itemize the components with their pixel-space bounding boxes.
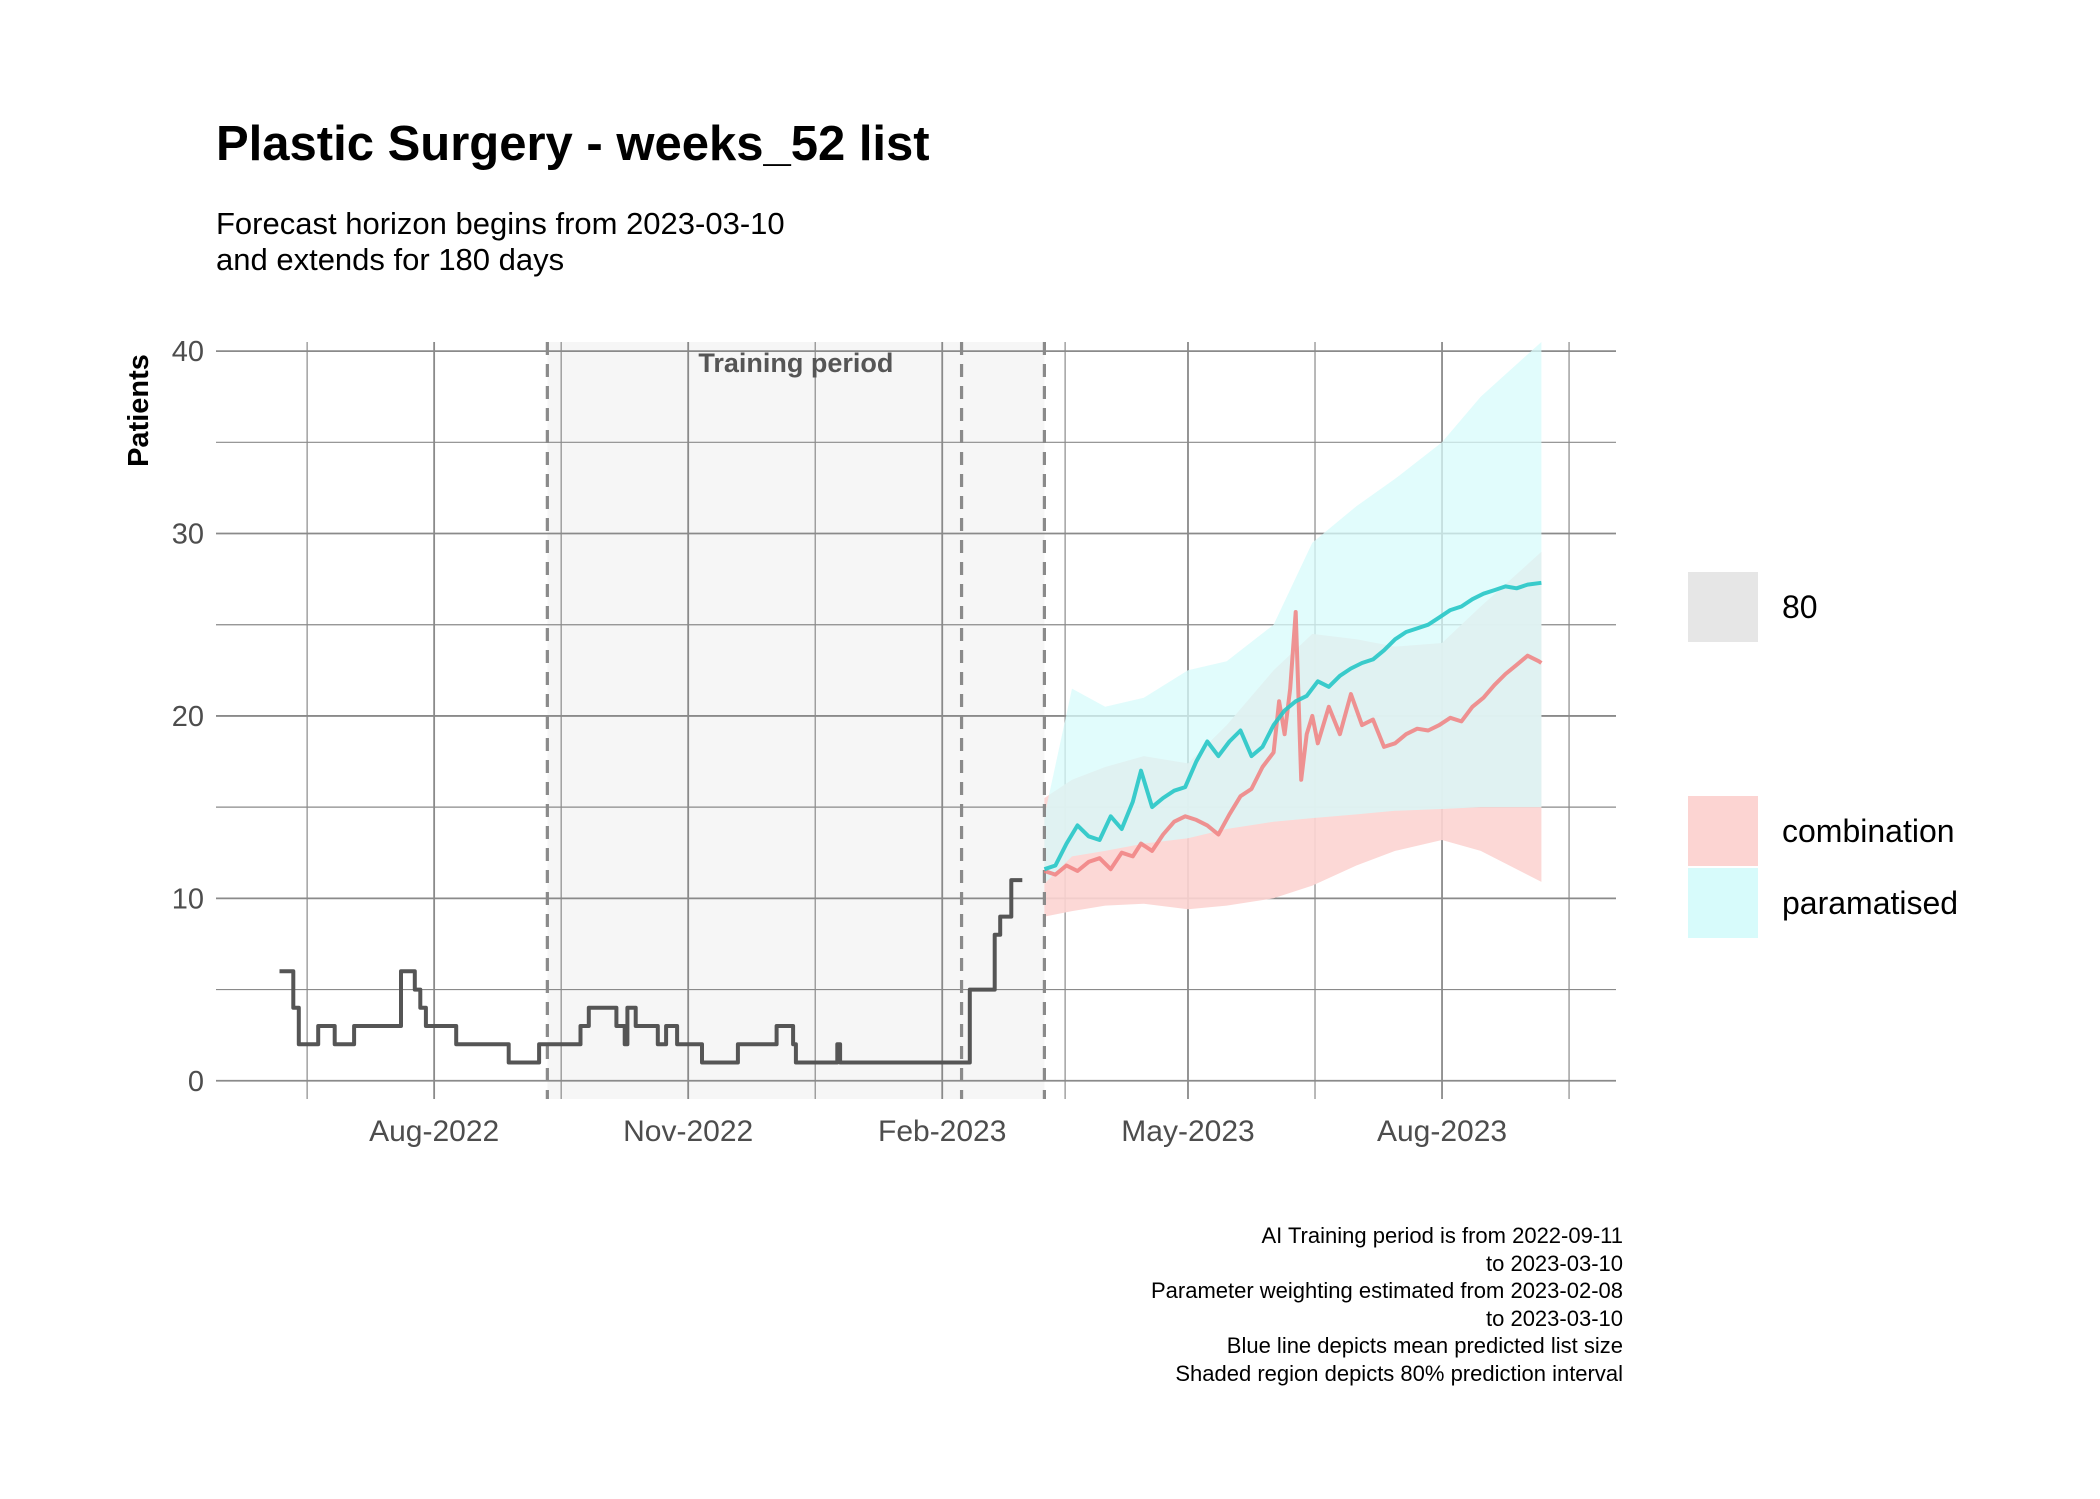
x-tick-label: Aug-2023 bbox=[1377, 1115, 1507, 1148]
paramatised-mean-line bbox=[1043, 580, 1542, 872]
training-shade-layer bbox=[547, 342, 1045, 1099]
period-marker-layer bbox=[545, 342, 1047, 1099]
legend: 80 combination paramatised bbox=[1688, 572, 1958, 938]
caption-line-1: AI Training period is from 2022-09-11 bbox=[1261, 1223, 1623, 1248]
y-axis-label: Patients bbox=[123, 354, 155, 467]
axis-layer: 0 10 20 30 40 Aug-2022 Nov-2022 Feb-2023 May-202… bbox=[172, 336, 1507, 1148]
caption-line-2: to 2023-03-10 bbox=[1486, 1250, 1623, 1276]
x-tick-label: Aug-2022 bbox=[369, 1115, 499, 1148]
x-tick-label: Nov-2022 bbox=[623, 1115, 753, 1148]
caption-line-3: Parameter weighting estimated from 2023-… bbox=[1150, 1278, 1623, 1303]
series-line-layer bbox=[279, 580, 1543, 1065]
grid-layer bbox=[216, 342, 1616, 1099]
caption-line-4: to 2023-03-10 bbox=[1486, 1305, 1623, 1331]
training-period-shade bbox=[547, 342, 1045, 1099]
chart-subtitle: Forecast horizon begins from 2023-03-10 … bbox=[216, 206, 785, 278]
y-tick-label: 20 bbox=[172, 701, 204, 733]
subtitle-line-1: Forecast horizon begins from 2023-03-10 bbox=[216, 206, 785, 241]
y-tick-label: 40 bbox=[172, 336, 204, 368]
legend-item-combination-label: combination bbox=[1782, 813, 1955, 849]
y-tick-label: 10 bbox=[172, 883, 204, 915]
x-tick-label: Feb-2023 bbox=[878, 1115, 1006, 1148]
caption-line-5: Blue line depicts mean predicted list si… bbox=[1226, 1333, 1623, 1358]
subtitle-line-2: and extends for 180 days bbox=[216, 242, 565, 277]
legend-item-80-label: 80 bbox=[1782, 589, 1818, 625]
caption-line-6: Shaded region depicts 80% prediction int… bbox=[1175, 1360, 1623, 1386]
legend-item-paramatised-label: paramatised bbox=[1782, 885, 1958, 921]
chart-title: Plastic Surgery - weeks_52 list bbox=[216, 117, 930, 171]
paramatised-interval-band bbox=[1044, 342, 1542, 884]
y-tick-label: 30 bbox=[172, 519, 204, 551]
legend-item-80-swatch bbox=[1688, 572, 1758, 642]
y-tick-label: 0 bbox=[188, 1066, 204, 1098]
combination-mean-line bbox=[1043, 610, 1543, 877]
x-tick-label: May-2023 bbox=[1121, 1115, 1254, 1148]
legend-item-paramatised-swatch bbox=[1688, 868, 1758, 938]
training-period-label: Training period bbox=[698, 348, 893, 378]
legend-item-combination-swatch bbox=[1688, 796, 1758, 866]
chart-caption: AI Training period is from 2022-09-11 to… bbox=[1151, 1222, 1623, 1387]
history-line bbox=[279, 878, 1023, 1065]
